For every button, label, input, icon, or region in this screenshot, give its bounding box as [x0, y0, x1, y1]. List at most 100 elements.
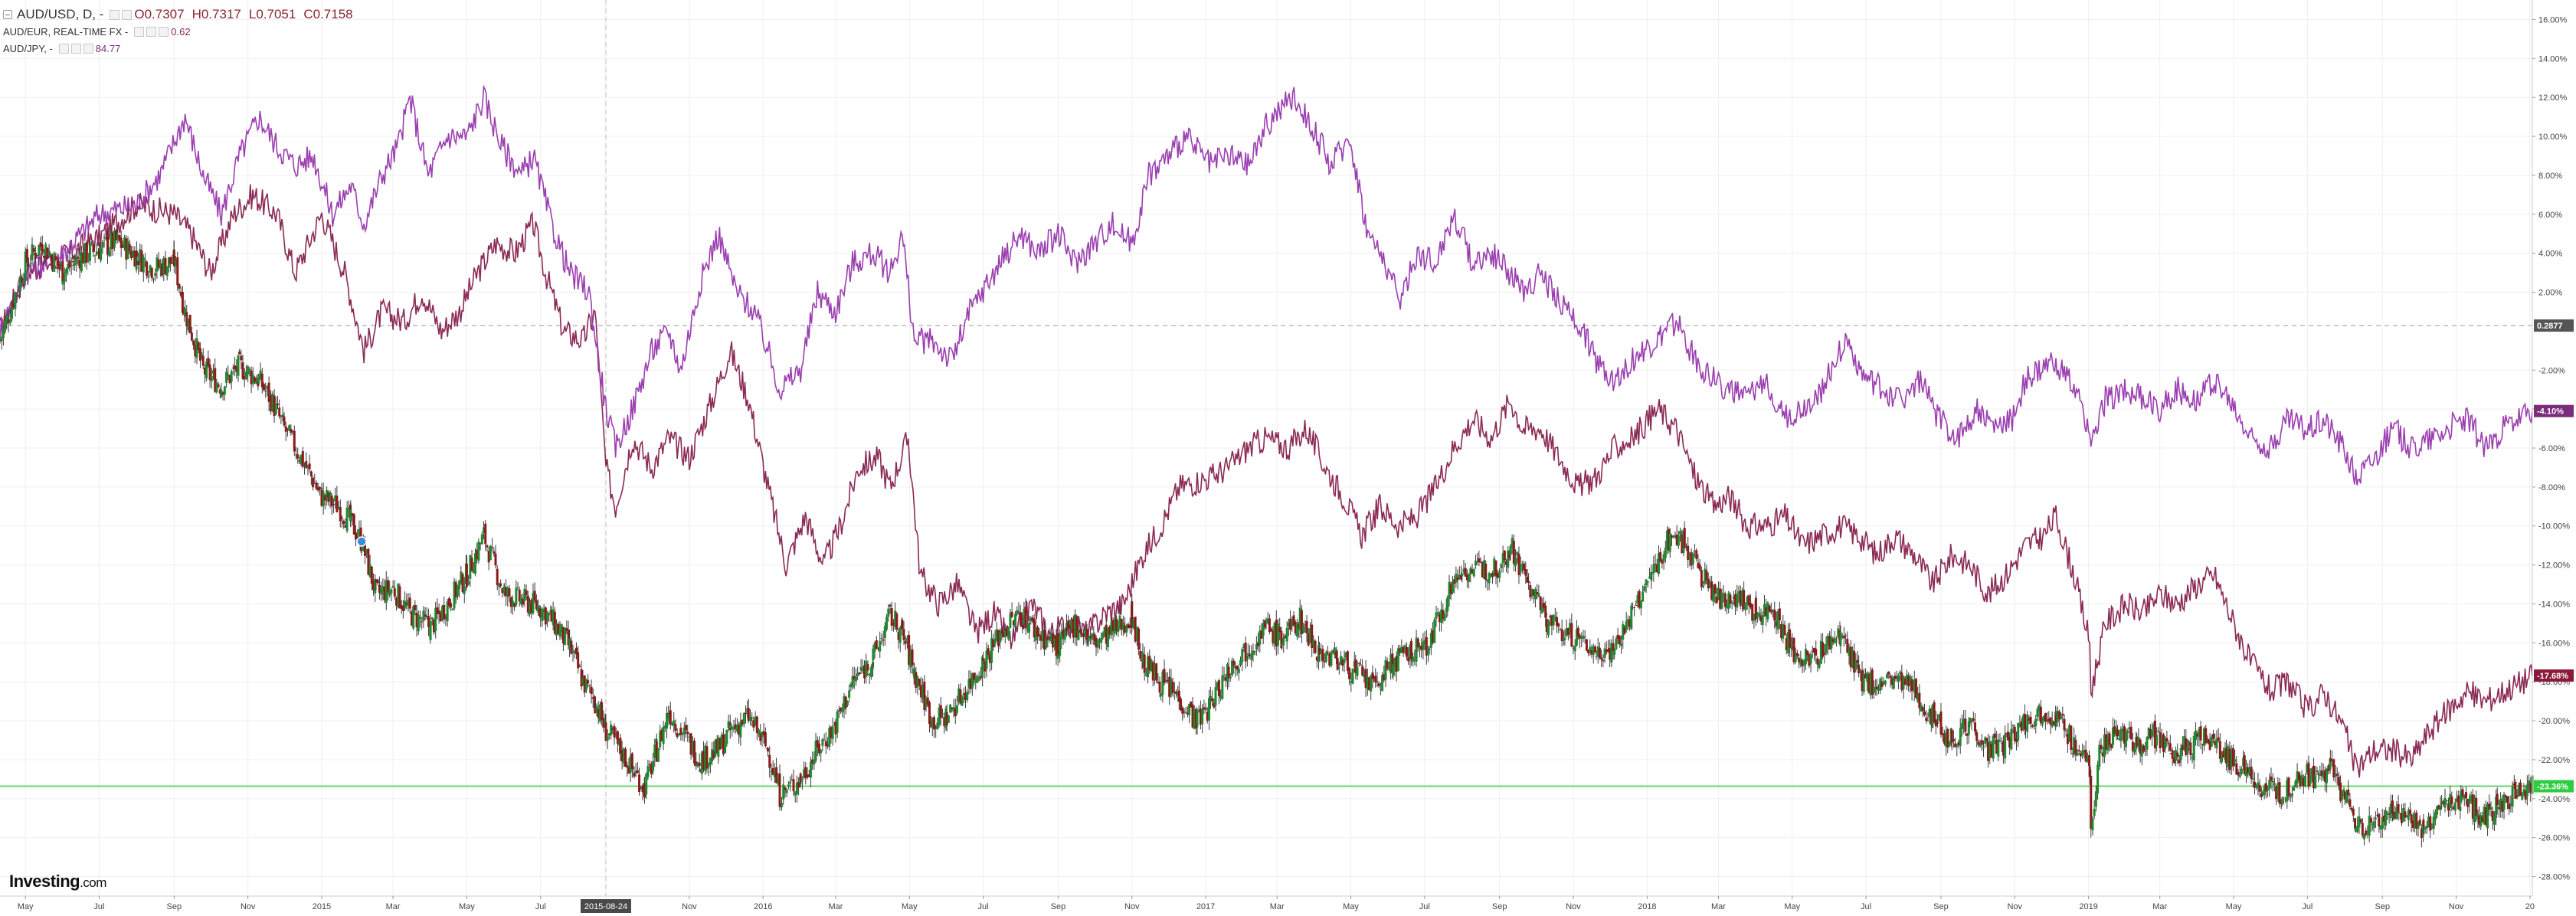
candle-body [735, 725, 738, 732]
candle-body [119, 237, 123, 248]
candle-body [2415, 812, 2418, 829]
event-marker-dot[interactable] [356, 536, 367, 547]
candle-body [1409, 644, 1412, 659]
candle-body [374, 578, 377, 594]
candle-body [718, 738, 722, 750]
candle-body [1763, 604, 1766, 615]
x-tick-label: Nov [1566, 902, 1581, 911]
candle-body [673, 720, 676, 726]
candle-body [840, 708, 843, 712]
candle-body [1618, 635, 1621, 644]
candle-body [74, 263, 77, 266]
candle-body [2207, 739, 2210, 744]
candle-body [660, 729, 663, 741]
candle-body [380, 589, 383, 595]
candle-body [1445, 607, 1448, 613]
settings-icon[interactable] [70, 43, 81, 54]
candle-body [2372, 821, 2375, 828]
candle-body [1792, 638, 1795, 662]
candle-body [1350, 680, 1353, 683]
candle-body [408, 597, 411, 609]
candle-body [2010, 728, 2013, 750]
candle-body [1547, 620, 1550, 635]
candle-body [1300, 610, 1303, 634]
candle-body [113, 231, 116, 248]
candle-body [2352, 809, 2355, 816]
investing-logo[interactable]: Investing.com [9, 872, 106, 891]
main-symbol-label[interactable]: AUD/USD, D, - [17, 7, 104, 21]
candle-body [349, 509, 352, 522]
candle-body [746, 708, 749, 713]
candle-body [2314, 774, 2317, 789]
candle-body [172, 250, 175, 267]
close-icon[interactable] [83, 43, 93, 54]
candle-body [1867, 674, 1871, 693]
candle-body [391, 585, 394, 588]
candle-body [542, 609, 545, 613]
candle-body [1219, 695, 1223, 698]
candle-body [188, 315, 191, 334]
candle-body [360, 550, 363, 551]
candle-body [1980, 740, 1983, 745]
eye-icon[interactable] [134, 26, 145, 37]
candle-body [537, 605, 540, 613]
candle-body [2470, 795, 2473, 801]
candle-body [2106, 737, 2110, 751]
candle-body [785, 789, 788, 793]
candle-body [2094, 791, 2097, 807]
candle-body [255, 381, 258, 384]
candle-body [2039, 706, 2042, 724]
candle-body [784, 787, 787, 790]
candle-body [677, 733, 680, 735]
candle-body [1268, 618, 1271, 633]
candle-body [1484, 563, 1488, 581]
candle-body [318, 486, 321, 490]
candle-body [2459, 806, 2462, 811]
candle-body [203, 368, 206, 375]
compare-2-label[interactable]: AUD/JPY, - [3, 42, 53, 54]
candle-body [2238, 774, 2241, 777]
candle-body [1739, 590, 1742, 607]
candle-body [722, 734, 725, 754]
settings-icon[interactable] [146, 26, 157, 37]
candle-body [142, 257, 145, 273]
candle-body [238, 352, 241, 355]
candle-body [167, 257, 170, 268]
candle-body [1131, 600, 1134, 628]
collapse-icon[interactable] [3, 10, 12, 19]
candle-body [1448, 581, 1451, 599]
candle-body [250, 370, 253, 384]
candle-body [262, 384, 265, 390]
candle-body [67, 263, 70, 270]
candle-body [2160, 738, 2163, 745]
candle-body [622, 748, 625, 764]
candle-body [732, 727, 735, 730]
candle-body [2227, 746, 2230, 767]
candle-body [513, 603, 516, 607]
x-tick-label: Mar [828, 902, 843, 911]
candle-body [1157, 681, 1160, 683]
candle-body [2287, 777, 2290, 797]
candle-body [957, 688, 961, 702]
candle-body [1072, 618, 1075, 638]
eye-icon[interactable] [58, 43, 69, 54]
event-marker[interactable] [356, 536, 367, 547]
compare-1-label[interactable]: AUD/EUR, REAL-TIME FX - [3, 25, 129, 38]
settings-icon[interactable] [110, 9, 120, 20]
candle-body [2136, 736, 2139, 747]
candle-body [831, 726, 834, 739]
candle-body [519, 597, 522, 605]
candle-body [1087, 636, 1090, 642]
close-icon[interactable] [159, 26, 169, 37]
candle-body [1776, 611, 1779, 630]
candle-body [1381, 675, 1384, 692]
candle-body [711, 749, 714, 762]
candle-body [705, 746, 709, 769]
candle-body [1726, 605, 1729, 608]
candle-body [2464, 792, 2467, 799]
candle-body [734, 724, 737, 729]
candle-body [1266, 618, 1269, 623]
close-icon[interactable] [122, 9, 133, 20]
